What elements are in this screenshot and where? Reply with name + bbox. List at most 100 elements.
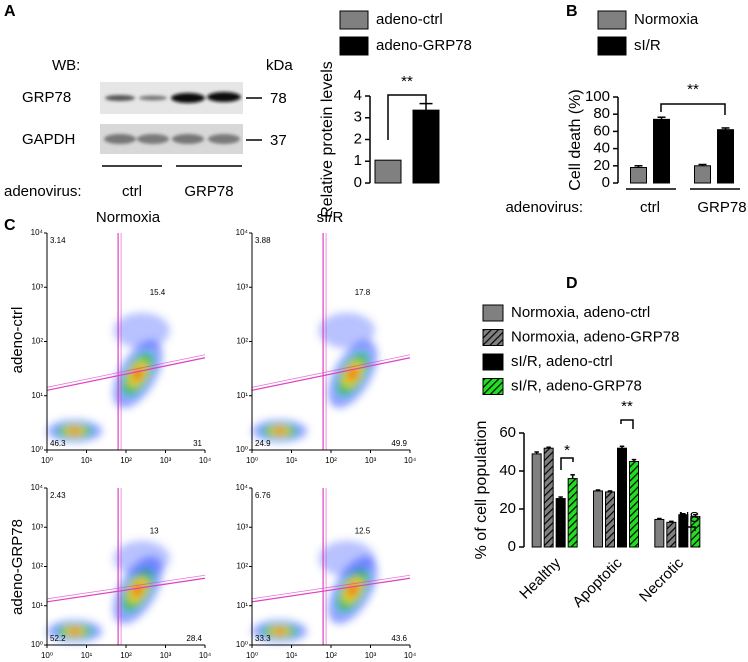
- x-tick-label: 10⁴: [199, 651, 212, 660]
- quadrant-value: 13: [150, 526, 159, 535]
- flow-plot: 10⁰ 10¹ 10² 10³ 10⁴ 10⁰ 10¹ 10² 10³ 10⁴ 6.76 12.5 33…: [236, 483, 417, 660]
- bracket: [387, 94, 427, 140]
- legend-swatch: [339, 36, 369, 56]
- gate: [251, 488, 411, 645]
- legend-label: sI/R, adeno-ctrl: [511, 353, 613, 370]
- row-header: adeno-ctrl: [9, 307, 26, 374]
- legend-swatch: [482, 378, 504, 395]
- bar: [629, 461, 639, 548]
- legend-label: adeno-ctrl: [376, 11, 443, 28]
- bar: [630, 167, 647, 184]
- legend-swatch: [482, 304, 504, 322]
- wb-unit: kDa: [266, 57, 293, 74]
- x-tick-label: 10⁴: [199, 456, 212, 465]
- y-tick-label: 80: [593, 105, 610, 122]
- row-label: adenovirus:: [4, 183, 82, 200]
- y-tick-label: 40: [499, 462, 516, 479]
- legend-swatch: [339, 10, 369, 30]
- annotation: **: [621, 398, 633, 415]
- wb-label: WB:: [52, 57, 80, 74]
- column-header: sI/R: [317, 209, 344, 226]
- bar: [717, 129, 734, 184]
- gate: [46, 233, 206, 450]
- x-tick-label: 10³: [365, 456, 377, 465]
- panel-label: B: [566, 3, 578, 20]
- density-blob: [274, 428, 286, 434]
- x-tick-label: 10⁰: [246, 651, 258, 660]
- quadrant-value: 31: [193, 439, 202, 448]
- density-blob: [69, 428, 81, 434]
- density: [252, 540, 378, 643]
- x-tick-label: Healthy: [516, 554, 564, 602]
- flow-plots: 10⁰ 10¹ 10² 10³ 10⁴ 10⁰ 10¹ 10² 10³ 10⁴ 3.14 15.4 46…: [31, 228, 417, 660]
- bracket: [660, 103, 726, 115]
- wb-row: GAPDH: [22, 131, 75, 148]
- panel-label: A: [4, 3, 16, 20]
- y-tick-label: 10³: [236, 282, 248, 291]
- density-blob: [69, 628, 81, 634]
- bracket: [620, 419, 634, 429]
- x-tick-label: 10³: [365, 651, 377, 660]
- x-tick-label: 10²: [325, 651, 337, 660]
- y-tick-label: 10⁰: [31, 445, 43, 454]
- legend-label: Normoxia: [634, 11, 699, 28]
- x-tick-label: 10⁰: [41, 651, 53, 660]
- x-tick-label: 10⁰: [41, 456, 53, 465]
- density-blob: [318, 312, 375, 349]
- y-tick-label: 60: [499, 424, 516, 441]
- bracket: [560, 457, 574, 470]
- legend-swatch: [482, 329, 504, 346]
- flow-plot: 10⁰ 10¹ 10² 10³ 10⁴ 10⁰ 10¹ 10² 10³ 10⁴ 2.43 13 52.2…: [31, 483, 212, 660]
- flow-plot: 10⁰ 10¹ 10² 10³ 10⁴ 10⁰ 10¹ 10² 10³ 10⁴ 3.88 17.8 24…: [236, 228, 417, 465]
- bar: [555, 498, 566, 548]
- bands: [104, 92, 241, 144]
- wb-row: GRP78: [22, 89, 71, 106]
- row-header: adeno-GRP78: [9, 519, 26, 615]
- annotation: **: [687, 81, 699, 98]
- quadrant-value: 2.43: [50, 491, 66, 500]
- y-tick-label: 10⁰: [236, 640, 248, 649]
- y-tick-label: 10²: [236, 337, 248, 346]
- legend-swatch: [597, 36, 627, 56]
- x-tick-label: 10¹: [81, 651, 93, 660]
- y-tick-label: 10³: [31, 522, 43, 531]
- bar: [543, 447, 554, 548]
- legend-label: Normoxia, adeno-GRP78: [511, 328, 679, 345]
- y-tick-label: 10¹: [236, 391, 248, 400]
- x-tick-label: 10²: [120, 651, 132, 660]
- x-tick-label: 10²: [325, 456, 337, 465]
- group-label: ctrl: [122, 183, 142, 200]
- x-tick-label: 10⁴: [404, 456, 417, 465]
- density-blob: [347, 367, 358, 381]
- quadrant-value: 28.4: [186, 634, 202, 643]
- x-tick-label: 10⁴: [404, 651, 417, 660]
- y-tick-label: 10³: [236, 522, 248, 531]
- y-tick-label: 10²: [31, 337, 43, 346]
- quadrant-value: 17.8: [355, 288, 371, 297]
- legend-label: adeno-GRP78: [376, 37, 472, 54]
- x-tick-label: 10⁰: [246, 456, 258, 465]
- y-axis-label: Relative protein levels: [319, 61, 336, 218]
- quadrant-value: 46.3: [50, 439, 66, 448]
- x-tick-label: GRP78: [697, 199, 746, 216]
- x-tick-label: 10³: [160, 456, 172, 465]
- y-tick-label: 2: [354, 130, 362, 147]
- density-blob: [113, 540, 170, 577]
- y-tick-label: 4: [354, 87, 362, 104]
- y-tick-label: 10¹: [31, 391, 43, 400]
- bar: [666, 521, 677, 548]
- legend-label: sI/R: [634, 37, 661, 54]
- y-tick-label: 100: [585, 88, 610, 105]
- gate: [251, 233, 411, 450]
- bar: [654, 518, 665, 548]
- quadrant-value: 3.88: [255, 236, 271, 245]
- quadrant-value: 6.76: [255, 491, 271, 500]
- x-tick-label: 10³: [160, 651, 172, 660]
- legend-label: sI/R, adeno-GRP78: [511, 377, 642, 394]
- x-tick-label: ctrl: [640, 199, 660, 216]
- legend-swatch: [482, 353, 504, 371]
- bar: [694, 165, 711, 184]
- x-axis-label: adenovirus:: [505, 199, 583, 216]
- y-tick-label: 0: [602, 174, 610, 191]
